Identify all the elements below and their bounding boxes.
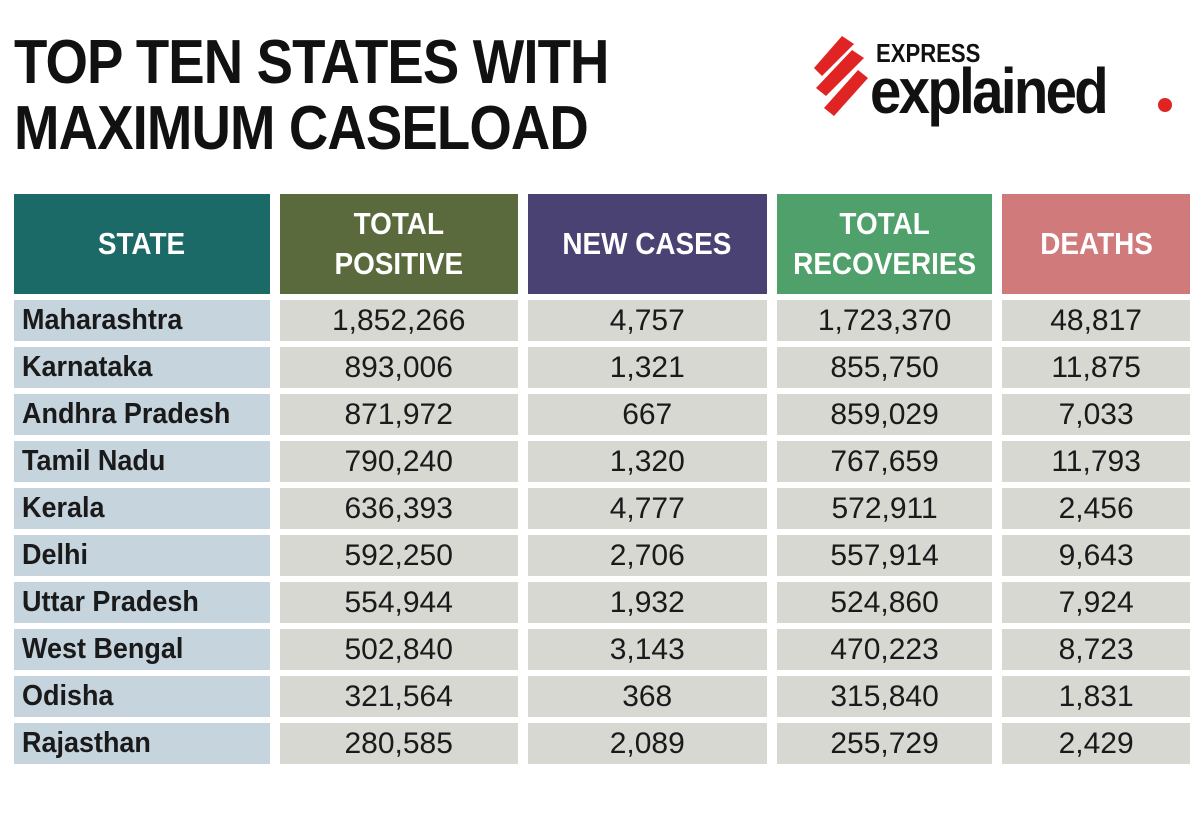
total-recoveries-cell: 255,729 [776, 723, 993, 764]
table-row: West Bengal 502,840 3,143 470,223 8,723 [14, 629, 1190, 670]
page-title: TOP TEN STATES WITH MAXIMUM CASELOAD [14, 30, 609, 162]
title-line-2: MAXIMUM CASELOAD [14, 94, 589, 163]
table-row: Odisha 321,564 368 315,840 1,831 [14, 676, 1190, 717]
deaths-cell: 2,429 [1002, 723, 1190, 764]
header-total-recoveries: TOTAL RECOVERIES [776, 194, 993, 294]
table-row: Uttar Pradesh 554,944 1,932 524,860 7,924 [14, 582, 1190, 623]
new-cases-cell: 368 [527, 676, 767, 717]
table-row: Delhi 592,250 2,706 557,914 9,643 [14, 535, 1190, 576]
total-recoveries-cell: 470,223 [776, 629, 993, 670]
state-cell: Tamil Nadu [14, 441, 270, 482]
total-recoveries-cell: 855,750 [776, 347, 993, 388]
table-row: Kerala 636,393 4,777 572,911 2,456 [14, 488, 1190, 529]
total-positive-cell: 1,852,266 [279, 300, 518, 341]
total-positive-cell: 636,393 [279, 488, 518, 529]
table-header-row: STATE TOTAL POSITIVE NEW CASES TOTAL RECOVE… [14, 194, 1190, 294]
total-recoveries-cell: 859,029 [776, 394, 993, 435]
table-row: Tamil Nadu 790,240 1,320 767,659 11,793 [14, 441, 1190, 482]
state-cell: Delhi [14, 535, 270, 576]
total-recoveries-cell: 1,723,370 [776, 300, 993, 341]
header-total-recoveries-label: TOTAL RECOVERIES [793, 206, 977, 281]
header-state: STATE [14, 194, 270, 294]
new-cases-cell: 3,143 [527, 629, 767, 670]
header-deaths: DEATHS [1002, 194, 1190, 294]
new-cases-cell: 4,757 [527, 300, 767, 341]
express-flame-icon [814, 36, 868, 116]
new-cases-cell: 2,089 [527, 723, 767, 764]
table-row: Karnataka 893,006 1,321 855,750 11,875 [14, 347, 1190, 388]
total-recoveries-cell: 524,860 [776, 582, 993, 623]
new-cases-cell: 4,777 [527, 488, 767, 529]
logo-explained-text: explained [870, 55, 1109, 127]
header-new-cases-label: NEW CASES [562, 226, 732, 261]
deaths-cell: 8,723 [1002, 629, 1190, 670]
new-cases-cell: 2,706 [527, 535, 767, 576]
total-positive-cell: 502,840 [279, 629, 518, 670]
deaths-cell: 2,456 [1002, 488, 1190, 529]
logo-express-text: EXPRESS [876, 38, 981, 68]
header-new-cases: NEW CASES [527, 194, 767, 294]
deaths-cell: 48,817 [1002, 300, 1190, 341]
state-cell: Maharashtra [14, 300, 270, 341]
table-row: Rajasthan 280,585 2,089 255,729 2,429 [14, 723, 1190, 764]
table-row: Maharashtra 1,852,266 4,757 1,723,370 48,817 [14, 300, 1190, 341]
total-recoveries-cell: 767,659 [776, 441, 993, 482]
new-cases-cell: 1,321 [527, 347, 767, 388]
table-row: Andhra Pradesh 871,972 667 859,029 7,033 [14, 394, 1190, 435]
caseload-table: STATE TOTAL POSITIVE NEW CASES TOTAL RECOVE… [4, 188, 1200, 770]
total-recoveries-cell: 315,840 [776, 676, 993, 717]
logo-dot [1158, 98, 1172, 112]
state-cell: Karnataka [14, 347, 270, 388]
new-cases-cell: 1,320 [527, 441, 767, 482]
deaths-cell: 11,793 [1002, 441, 1190, 482]
total-positive-cell: 321,564 [279, 676, 518, 717]
total-positive-cell: 280,585 [279, 723, 518, 764]
state-cell: Andhra Pradesh [14, 394, 270, 435]
total-positive-cell: 790,240 [279, 441, 518, 482]
total-positive-cell: 893,006 [279, 347, 518, 388]
state-cell: West Bengal [14, 629, 270, 670]
total-positive-cell: 871,972 [279, 394, 518, 435]
table-body: Maharashtra 1,852,266 4,757 1,723,370 48,817… [14, 300, 1190, 764]
new-cases-cell: 1,932 [527, 582, 767, 623]
express-explained-logo: EXPRESS explained [812, 34, 1182, 134]
deaths-cell: 11,875 [1002, 347, 1190, 388]
deaths-cell: 1,831 [1002, 676, 1190, 717]
total-recoveries-cell: 572,911 [776, 488, 993, 529]
title-line-1: TOP TEN STATES WITH [14, 28, 609, 97]
total-recoveries-cell: 557,914 [776, 535, 993, 576]
header-state-label: STATE [98, 226, 186, 261]
total-positive-cell: 554,944 [279, 582, 518, 623]
new-cases-cell: 667 [527, 394, 767, 435]
header-deaths-label: DEATHS [1039, 226, 1153, 261]
state-cell: Rajasthan [14, 723, 270, 764]
deaths-cell: 7,924 [1002, 582, 1190, 623]
state-cell: Uttar Pradesh [14, 582, 270, 623]
deaths-cell: 9,643 [1002, 535, 1190, 576]
deaths-cell: 7,033 [1002, 394, 1190, 435]
state-cell: Kerala [14, 488, 270, 529]
header-total-positive-label: TOTAL POSITIVE [334, 206, 464, 281]
total-positive-cell: 592,250 [279, 535, 518, 576]
state-cell: Odisha [14, 676, 270, 717]
header-total-positive: TOTAL POSITIVE [279, 194, 518, 294]
